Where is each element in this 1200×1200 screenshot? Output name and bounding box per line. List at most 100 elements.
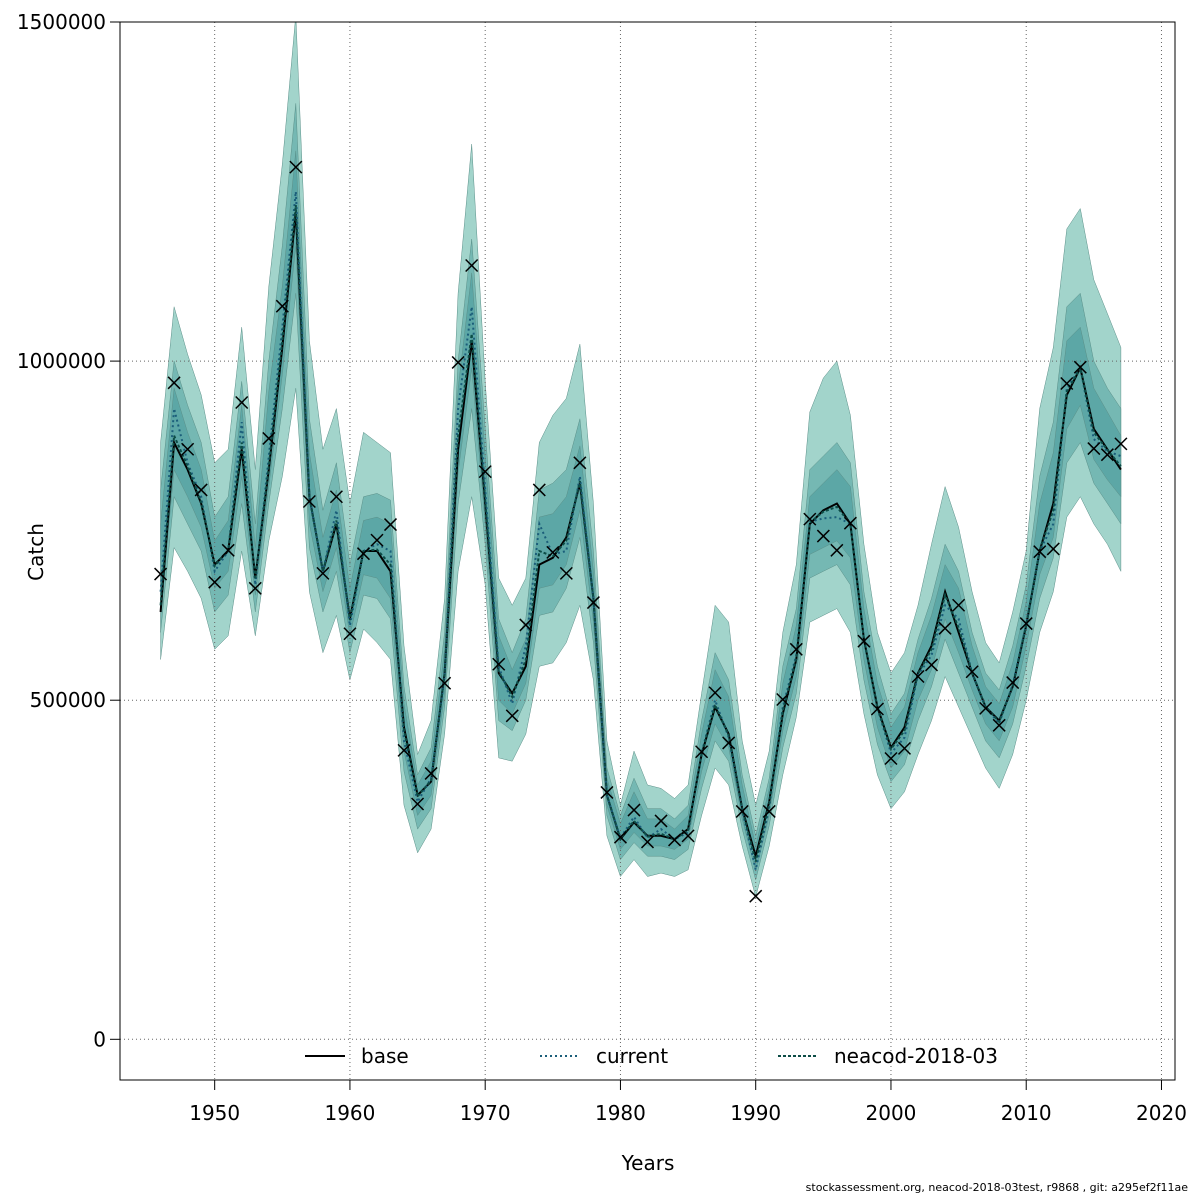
legend-label-current: current xyxy=(596,1044,668,1068)
series-line-neacod-2018-03 xyxy=(159,205,1122,862)
x-tick-label: 1970 xyxy=(460,1101,511,1125)
point-stroke xyxy=(235,395,249,410)
observed-point-1970 xyxy=(478,465,492,479)
point-stroke xyxy=(776,692,790,707)
y-tick-label: 0 xyxy=(93,1027,106,1051)
point-stroke xyxy=(979,701,993,715)
point-stroke xyxy=(816,529,830,543)
observed-point-2008 xyxy=(992,718,1006,732)
observed-point-1968 xyxy=(451,355,465,369)
observed-point-1967 xyxy=(438,676,452,690)
point-stroke xyxy=(695,745,709,759)
observed-point-1955 xyxy=(275,299,289,313)
point-stroke xyxy=(167,376,181,390)
series-lines xyxy=(159,191,1122,871)
y-tick-label: 1500000 xyxy=(17,10,106,34)
point-stroke xyxy=(573,456,587,470)
point-stroke xyxy=(343,627,357,641)
point-stroke xyxy=(1087,442,1101,456)
point-stroke xyxy=(356,547,370,561)
observed-point-1978 xyxy=(586,596,600,610)
observed-point-1949 xyxy=(194,483,208,497)
observed-point-1993 xyxy=(789,642,803,656)
point-stroke xyxy=(181,442,195,456)
x-tick-label: 2020 xyxy=(1136,1101,1187,1125)
point-stroke xyxy=(397,743,411,757)
point-stroke xyxy=(465,258,479,273)
point-stroke xyxy=(586,596,600,610)
observed-point-1977 xyxy=(573,456,587,470)
observed-point-2016 xyxy=(1100,448,1114,462)
observed-point-2010 xyxy=(1019,617,1033,631)
observed-point-1975 xyxy=(546,545,560,559)
observed-point-1964 xyxy=(397,743,411,757)
observed-point-1999 xyxy=(870,702,884,716)
point-stroke xyxy=(600,785,614,799)
point-stroke xyxy=(289,160,303,174)
observed-point-1997 xyxy=(843,516,857,530)
observed-point-1979 xyxy=(600,785,614,799)
y-axis-title: Catch xyxy=(24,523,48,581)
observed-point-1988 xyxy=(722,736,736,750)
point-stroke xyxy=(559,566,573,580)
observed-point-1958 xyxy=(316,566,330,580)
observed-point-1995 xyxy=(816,529,830,543)
point-stroke xyxy=(1114,437,1128,451)
point-stroke xyxy=(505,709,519,723)
point-stroke xyxy=(492,657,506,671)
point-stroke xyxy=(248,581,262,595)
point-stroke xyxy=(708,686,722,700)
observed-point-1990 xyxy=(749,889,763,903)
point-stroke xyxy=(830,543,844,557)
point-stroke xyxy=(451,355,465,369)
observed-point-1998 xyxy=(857,634,871,648)
observed-point-2005 xyxy=(952,598,966,612)
point-stroke xyxy=(1006,676,1020,690)
point-stroke xyxy=(221,543,235,557)
point-stroke xyxy=(370,533,384,547)
footer-credit: stockassessment.org, neacod-2018-03test,… xyxy=(805,1181,1188,1194)
point-stroke xyxy=(992,718,1006,732)
observed-point-1950 xyxy=(208,575,222,589)
point-stroke xyxy=(478,465,492,479)
observed-point-1991 xyxy=(762,804,776,818)
observed-point-1971 xyxy=(492,657,506,671)
x-tick-label: 2010 xyxy=(1001,1101,1052,1125)
observed-point-1996 xyxy=(830,543,844,557)
point-stroke xyxy=(1100,448,1114,462)
observed-points xyxy=(154,160,1128,903)
point-stroke xyxy=(884,752,898,766)
point-stroke xyxy=(613,830,627,844)
observed-point-1956 xyxy=(289,160,303,174)
point-stroke xyxy=(803,512,817,526)
point-stroke xyxy=(1033,545,1047,559)
observed-point-1948 xyxy=(181,442,195,456)
observed-point-1992 xyxy=(776,692,790,707)
point-stroke xyxy=(438,676,452,690)
point-stroke xyxy=(735,804,749,818)
point-stroke xyxy=(1073,360,1087,374)
point-stroke xyxy=(843,516,857,530)
point-stroke xyxy=(762,804,776,818)
observed-point-1951 xyxy=(221,543,235,557)
point-stroke xyxy=(640,835,655,849)
point-stroke xyxy=(668,833,682,847)
point-stroke xyxy=(275,299,289,313)
point-stroke xyxy=(546,545,560,559)
observed-point-1982 xyxy=(640,835,655,849)
axes: 1950 1960 1970 1980 1990 2000 2010 2020 0 500000 1… xyxy=(17,10,1187,1125)
observed-point-1947 xyxy=(167,376,181,390)
point-stroke xyxy=(208,575,222,589)
observed-point-2002 xyxy=(911,669,925,683)
observed-point-2003 xyxy=(925,658,939,672)
x-tick-label: 1980 xyxy=(595,1101,646,1125)
observed-point-2013 xyxy=(1060,376,1074,391)
x-tick-label: 2000 xyxy=(866,1101,917,1125)
confidence-bands xyxy=(160,22,1122,898)
observed-point-2004 xyxy=(938,621,952,635)
point-stroke xyxy=(424,766,438,780)
observed-point-2014 xyxy=(1073,360,1087,374)
observed-point-1980 xyxy=(613,830,627,844)
point-stroke xyxy=(938,621,952,635)
point-stroke xyxy=(952,598,966,612)
